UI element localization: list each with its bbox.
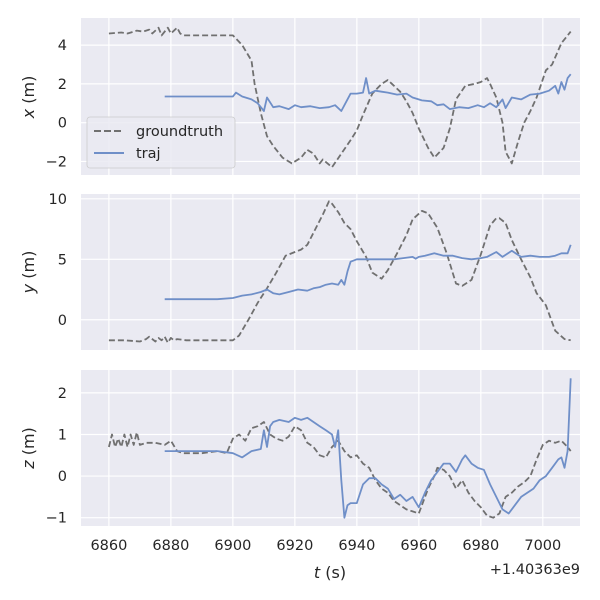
y-tick-label-z: 0 <box>58 469 67 485</box>
y-tick-labels-z: −1 0 1 2 <box>46 386 67 527</box>
x-tick-label: 6880 <box>152 538 189 554</box>
x-tick-labels: 6860 6880 6900 6920 6940 6960 6980 7000 <box>90 538 561 554</box>
series-line-traj-x <box>164 73 572 112</box>
x-axis-label: t (s) <box>314 563 346 582</box>
x-offset-label: +1.40363e9 <box>490 562 580 578</box>
y-axis-label-x: x (m) <box>19 76 38 120</box>
series-line-groundtruth-z <box>108 421 572 519</box>
x-tick-label: 6960 <box>400 538 437 554</box>
x-tick-label: 7000 <box>524 538 561 554</box>
x-tick-label: 6920 <box>276 538 313 554</box>
legend: groundtruth traj <box>86 116 236 169</box>
y-tick-label-x: −2 <box>46 154 67 170</box>
series-line-traj-y <box>164 244 572 301</box>
y-axis-label-z: z (m) <box>19 427 38 470</box>
legend-groundtruth-label: groundtruth <box>136 124 223 140</box>
y-tick-label-z: 2 <box>58 386 67 402</box>
series-line-groundtruth-y <box>108 200 571 344</box>
y-axis-label-y: y (m) <box>19 251 38 295</box>
series-line-traj-z <box>164 378 572 519</box>
y-tick-labels-x: −2 0 2 4 <box>46 38 67 170</box>
plot-area-y <box>81 194 580 350</box>
plot-area-z <box>81 370 580 526</box>
y-tick-labels-y: 0 5 10 <box>49 192 67 329</box>
y-tick-label-z: 1 <box>58 427 67 443</box>
legend-traj-label: traj <box>136 146 161 162</box>
x-tick-label: 6980 <box>462 538 499 554</box>
y-tick-label-x: 4 <box>58 38 67 54</box>
x-tick-label: 6900 <box>214 538 251 554</box>
y-tick-label-y: 10 <box>49 192 67 208</box>
subplot-z: −1 0 1 2 6860 6880 6900 6920 6940 6960 6980 7000 z… <box>19 370 580 582</box>
plot-background-y <box>81 194 580 350</box>
y-tick-label-z: −1 <box>46 511 67 527</box>
y-tick-label-x: 2 <box>58 77 67 93</box>
y-tick-label-y: 0 <box>58 313 67 329</box>
subplot-x: −2 0 2 4 x (m) groundtruth traj <box>19 18 580 175</box>
x-tick-label: 6860 <box>90 538 127 554</box>
y-tick-label-x: 0 <box>58 116 67 132</box>
legend-frame <box>86 116 236 169</box>
y-tick-label-y: 5 <box>58 252 67 268</box>
x-tick-label: 6940 <box>338 538 375 554</box>
subplot-y: 0 5 10 y (m) <box>19 192 580 350</box>
